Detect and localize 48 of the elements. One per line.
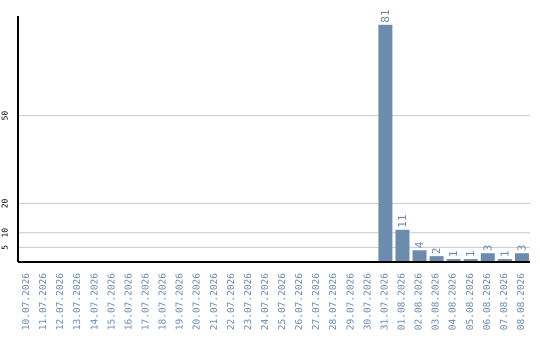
x-tick-label: 13.07.2026 [72,272,84,330]
x-tick-label: 21.07.2026 [208,272,220,330]
x-tick-label: 05.08.2026 [464,272,476,330]
y-tick-label: 10 [0,228,10,238]
x-tick-label: 03.08.2026 [430,272,442,330]
x-tick-label: 23.07.2026 [242,272,254,330]
x-tick-label: 18.07.2026 [158,272,169,330]
data-label: 11 [396,214,409,228]
x-tick-label: 04.08.2026 [448,272,459,330]
data-label: 4 [413,241,426,248]
x-tick-label: 29.07.2026 [345,272,356,330]
x-tick-label: 12.07.2026 [55,272,66,330]
x-tick-label: 14.07.2026 [89,272,100,330]
x-tick-label: 10.07.2026 [21,272,32,330]
y-tick-label: 5 [0,244,10,250]
x-tick-label: 01.08.2026 [396,272,408,330]
data-label: 81 [378,10,392,23]
x-tick-label: 31.07.2026 [379,272,390,330]
x-tick-label: 27.07.2026 [311,272,322,330]
bar [412,250,427,262]
data-label: 2 [430,248,444,254]
y-tick-label: 20 [0,198,10,208]
y-tick-label: 50 [0,110,10,120]
bar [480,253,495,262]
data-label: 1 [464,250,478,258]
bar [378,24,392,262]
x-tick-label: 30.07.2026 [362,272,374,330]
data-label: 3 [515,244,528,252]
x-tick-label: 17.07.2026 [140,272,152,330]
bar [395,230,410,262]
data-label: 1 [447,250,460,258]
x-tick-label: 20.07.2026 [192,272,203,330]
x-tick-label: 22.07.2026 [226,272,237,330]
x-tick-label: 02.08.2026 [414,272,425,330]
x-tick-label: 16.07.2026 [123,272,134,330]
x-tick-label: 26.07.2026 [294,272,306,330]
data-label: 1 [498,250,512,258]
x-tick-label: 06.08.2026 [482,272,493,330]
x-tick-label: 25.07.2026 [277,272,288,330]
data-label: 3 [481,244,494,252]
x-tick-label: 08.08.2026 [516,272,527,330]
x-tick-label: 28.07.2026 [328,272,340,330]
bar [514,253,529,262]
x-tick-label: 07.08.2026 [498,272,510,330]
x-tick-label: 24.07.2026 [260,272,271,330]
x-tick-label: 19.07.2026 [174,272,186,330]
x-tick-label: 15.07.2026 [106,272,118,330]
x-tick-label: 11.07.2026 [38,272,50,330]
